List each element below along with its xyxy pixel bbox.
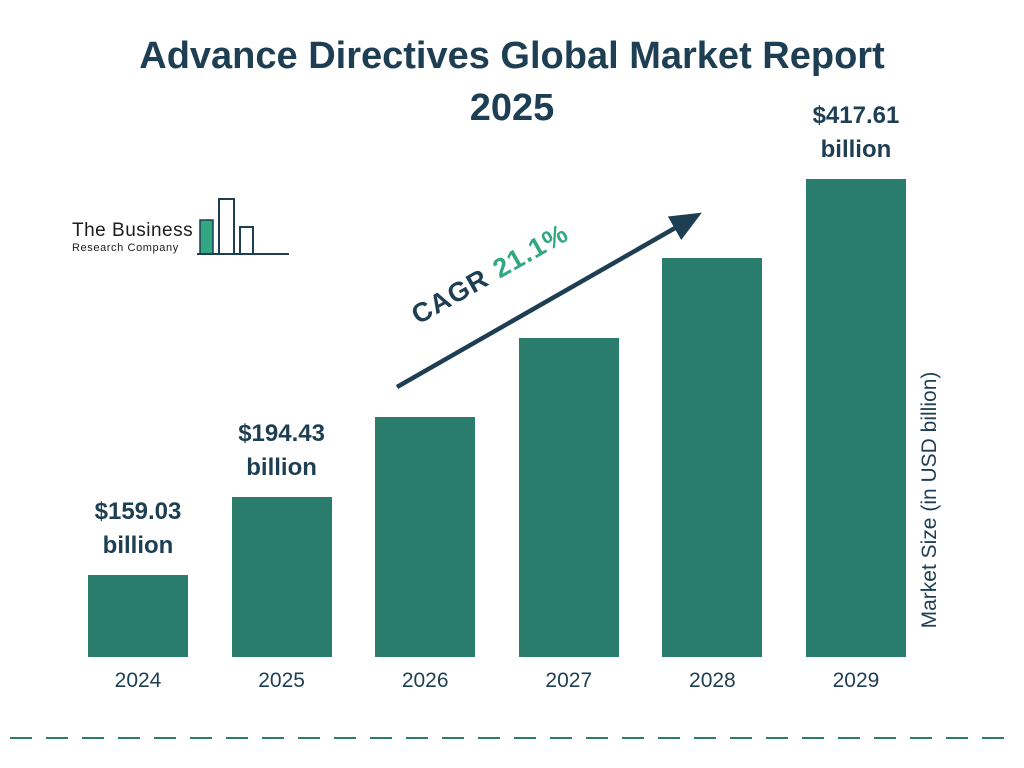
bottom-dashed-line — [10, 736, 1014, 739]
x-axis-tick-label: 2026 — [401, 669, 449, 692]
bar-value-label: $417.61 billion — [812, 102, 900, 163]
bar-column: 2028 — [662, 258, 763, 695]
x-axis-tick-label: 2024 — [114, 669, 162, 692]
bar-column: $417.61 billion 2029 — [805, 102, 906, 695]
company-logo: The Business Research Company — [72, 196, 290, 260]
bar-column: 2026 — [375, 417, 476, 695]
bar — [518, 338, 619, 657]
logo-bars-icon — [197, 198, 290, 255]
y-axis-label: Market Size (in USD billion) — [918, 371, 941, 629]
bar — [805, 179, 906, 657]
logo-name-line2: Research Company — [72, 242, 179, 254]
x-axis-tick-label: 2027 — [545, 669, 593, 692]
bar-column: $194.43 billion 2025 — [231, 420, 332, 695]
bar — [375, 417, 476, 657]
x-axis-tick-label: 2025 — [258, 669, 305, 692]
bar-column: $159.03 billion 2024 — [88, 498, 188, 695]
bar-column: 2027 — [518, 338, 619, 695]
page-title: Advance Directives Global Market Report … — [0, 30, 1024, 134]
logo-name-line1: The Business — [72, 220, 194, 241]
bar — [88, 575, 188, 657]
x-axis-tick-label: 2029 — [832, 669, 880, 692]
title-line2: 2025 — [469, 87, 555, 129]
x-axis-tick-label: 2028 — [689, 669, 736, 692]
bar-chart: $159.03 billion 2024 $194.43 billion 2025 2026… — [88, 102, 906, 695]
bar — [231, 497, 332, 657]
bar-value-label: $194.43 billion — [238, 420, 325, 481]
title-line1: Advance Directives Global Market Report — [139, 35, 885, 77]
bar-value-label: $159.03 billion — [94, 498, 182, 559]
logo-text: The Business Research Company — [72, 220, 193, 260]
bar — [662, 258, 763, 657]
